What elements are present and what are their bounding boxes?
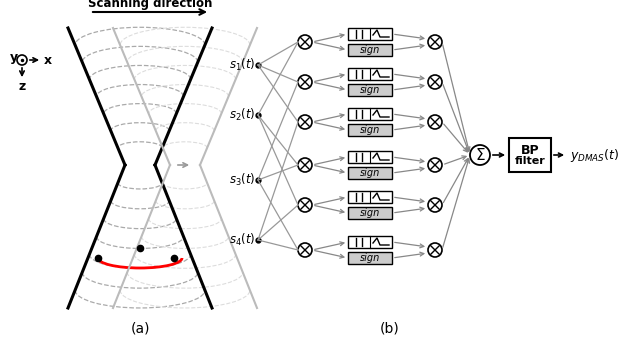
Text: (b): (b): [380, 321, 400, 335]
Text: Scanning direction: Scanning direction: [88, 0, 212, 11]
FancyBboxPatch shape: [348, 84, 392, 96]
Text: $s_4(t)$: $s_4(t)$: [229, 232, 256, 248]
FancyBboxPatch shape: [348, 191, 392, 203]
FancyBboxPatch shape: [509, 138, 551, 172]
FancyBboxPatch shape: [348, 151, 392, 163]
Text: sign: sign: [360, 208, 380, 218]
FancyBboxPatch shape: [348, 108, 392, 120]
FancyBboxPatch shape: [348, 207, 392, 219]
Text: (a): (a): [130, 321, 150, 335]
Text: $\Sigma$: $\Sigma$: [475, 147, 485, 163]
FancyBboxPatch shape: [348, 124, 392, 136]
FancyBboxPatch shape: [348, 236, 392, 248]
Text: $s_1(t)$: $s_1(t)$: [229, 57, 256, 73]
Text: $s_2(t)$: $s_2(t)$: [229, 107, 256, 123]
Text: sign: sign: [360, 85, 380, 95]
Text: filter: filter: [514, 156, 545, 166]
Text: $s_3(t)$: $s_3(t)$: [229, 172, 256, 188]
Text: y: y: [10, 52, 18, 65]
Text: BP: BP: [521, 145, 539, 158]
Text: sign: sign: [360, 253, 380, 263]
Text: sign: sign: [360, 168, 380, 178]
Text: z: z: [19, 79, 26, 92]
Text: sign: sign: [360, 45, 380, 55]
FancyBboxPatch shape: [348, 252, 392, 264]
Text: x: x: [44, 53, 52, 66]
Text: sign: sign: [360, 125, 380, 135]
Text: $y_{DMAS}(t)$: $y_{DMAS}(t)$: [570, 146, 619, 163]
FancyBboxPatch shape: [348, 68, 392, 80]
FancyBboxPatch shape: [348, 167, 392, 179]
FancyBboxPatch shape: [348, 44, 392, 56]
FancyBboxPatch shape: [348, 28, 392, 40]
